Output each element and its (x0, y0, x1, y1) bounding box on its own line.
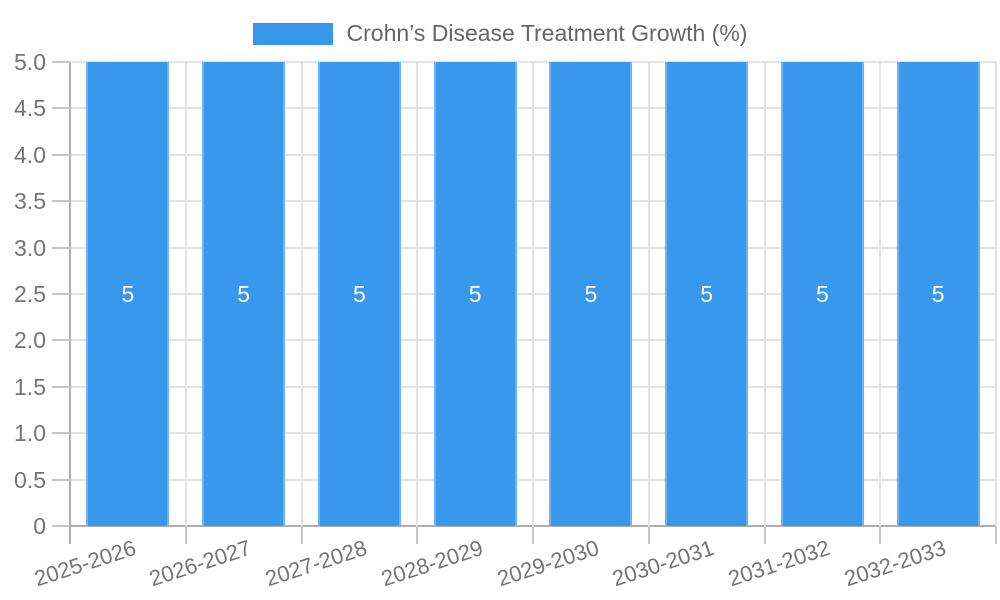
x-axis-tick-label: 2032-2033 (841, 535, 949, 592)
y-tick-mark (52, 107, 70, 110)
gridline-vertical (995, 62, 997, 526)
y-tick-mark (52, 478, 70, 481)
y-axis-tick-label: 3.5 (14, 188, 46, 215)
bar-value-label: 5 (700, 281, 714, 307)
y-tick-mark (52, 200, 70, 203)
y-tick-mark (52, 525, 70, 527)
legend-swatch-icon[interactable] (252, 22, 333, 45)
y-axis-tick-label: 2.5 (14, 281, 46, 307)
y-axis-tick-label: 0.5 (14, 466, 46, 493)
x-axis-tick-label: 2027-2028 (262, 535, 371, 592)
x-axis-tick-label: 2029-2030 (493, 535, 602, 592)
gridline-vertical (184, 62, 187, 526)
x-tick-mark (532, 526, 534, 544)
bar-2026-2027[interactable]: 5 (202, 62, 286, 526)
bar-value-label: 5 (121, 281, 135, 307)
y-tick-mark (52, 293, 70, 295)
gridline-vertical (416, 62, 419, 526)
y-axis-tick-label: 4.0 (14, 141, 46, 168)
y-tick-mark (52, 61, 70, 63)
bar-value-label: 5 (468, 281, 482, 307)
x-axis-tick-label: 2030-2031 (609, 535, 718, 592)
bar-2030-2031[interactable]: 5 (665, 62, 749, 526)
gridline-vertical (763, 62, 766, 526)
y-axis-line (69, 62, 71, 526)
bar-2028-2029[interactable]: 5 (433, 62, 517, 526)
bar-2025-2026[interactable]: 5 (86, 62, 170, 526)
bar-value-label: 5 (931, 281, 945, 307)
x-tick-mark (763, 526, 766, 544)
x-axis-tick-label: 2031-2032 (725, 535, 834, 592)
y-axis-tick-label: 1.0 (14, 420, 46, 447)
x-tick-mark (69, 526, 71, 544)
bar-value-label: 5 (584, 281, 598, 307)
y-tick-mark (52, 153, 70, 156)
legend-label[interactable]: Crohn’s Disease Treatment Growth (%) (346, 20, 748, 46)
gridline-vertical (879, 62, 882, 526)
y-axis-tick-label: 0 (33, 513, 46, 539)
x-tick-mark (879, 526, 882, 544)
x-axis-tick-label: 2025-2026 (30, 535, 139, 592)
x-axis-tick-label: 2026-2027 (146, 535, 255, 592)
bar-value-label: 5 (815, 281, 829, 307)
y-axis-tick-label: 5.0 (14, 49, 46, 75)
y-axis-tick-label: 4.5 (14, 95, 46, 122)
x-axis-tick-label: 2028-2029 (378, 535, 486, 592)
y-axis-tick-label: 3.0 (14, 234, 46, 261)
x-tick-mark (995, 526, 997, 544)
bar-2031-2032[interactable]: 5 (780, 62, 864, 526)
plot-area: 5 5 5 5 5 5 5 5 (69, 61, 997, 527)
x-tick-mark (416, 526, 419, 544)
y-tick-mark (52, 246, 70, 249)
gridline-vertical (647, 62, 650, 526)
chart-legend: Crohn’s Disease Treatment Growth (%) (0, 20, 1000, 47)
bar-2029-2030[interactable]: 5 (549, 62, 633, 526)
bar-value-label: 5 (352, 281, 366, 307)
bar-value-label: 5 (237, 281, 251, 307)
bar-2027-2028[interactable]: 5 (317, 62, 401, 526)
x-tick-mark (300, 526, 303, 544)
y-tick-mark (52, 385, 70, 388)
x-tick-mark (647, 526, 650, 544)
y-axis-tick-label: 2.0 (14, 327, 46, 354)
x-tick-mark (184, 526, 187, 544)
y-tick-mark (52, 432, 70, 435)
y-axis-tick-label: 1.5 (14, 373, 46, 400)
gridline-vertical (532, 62, 534, 526)
y-tick-mark (52, 339, 70, 342)
gridline-vertical (300, 62, 303, 526)
bar-2032-2033[interactable]: 5 (896, 62, 980, 526)
